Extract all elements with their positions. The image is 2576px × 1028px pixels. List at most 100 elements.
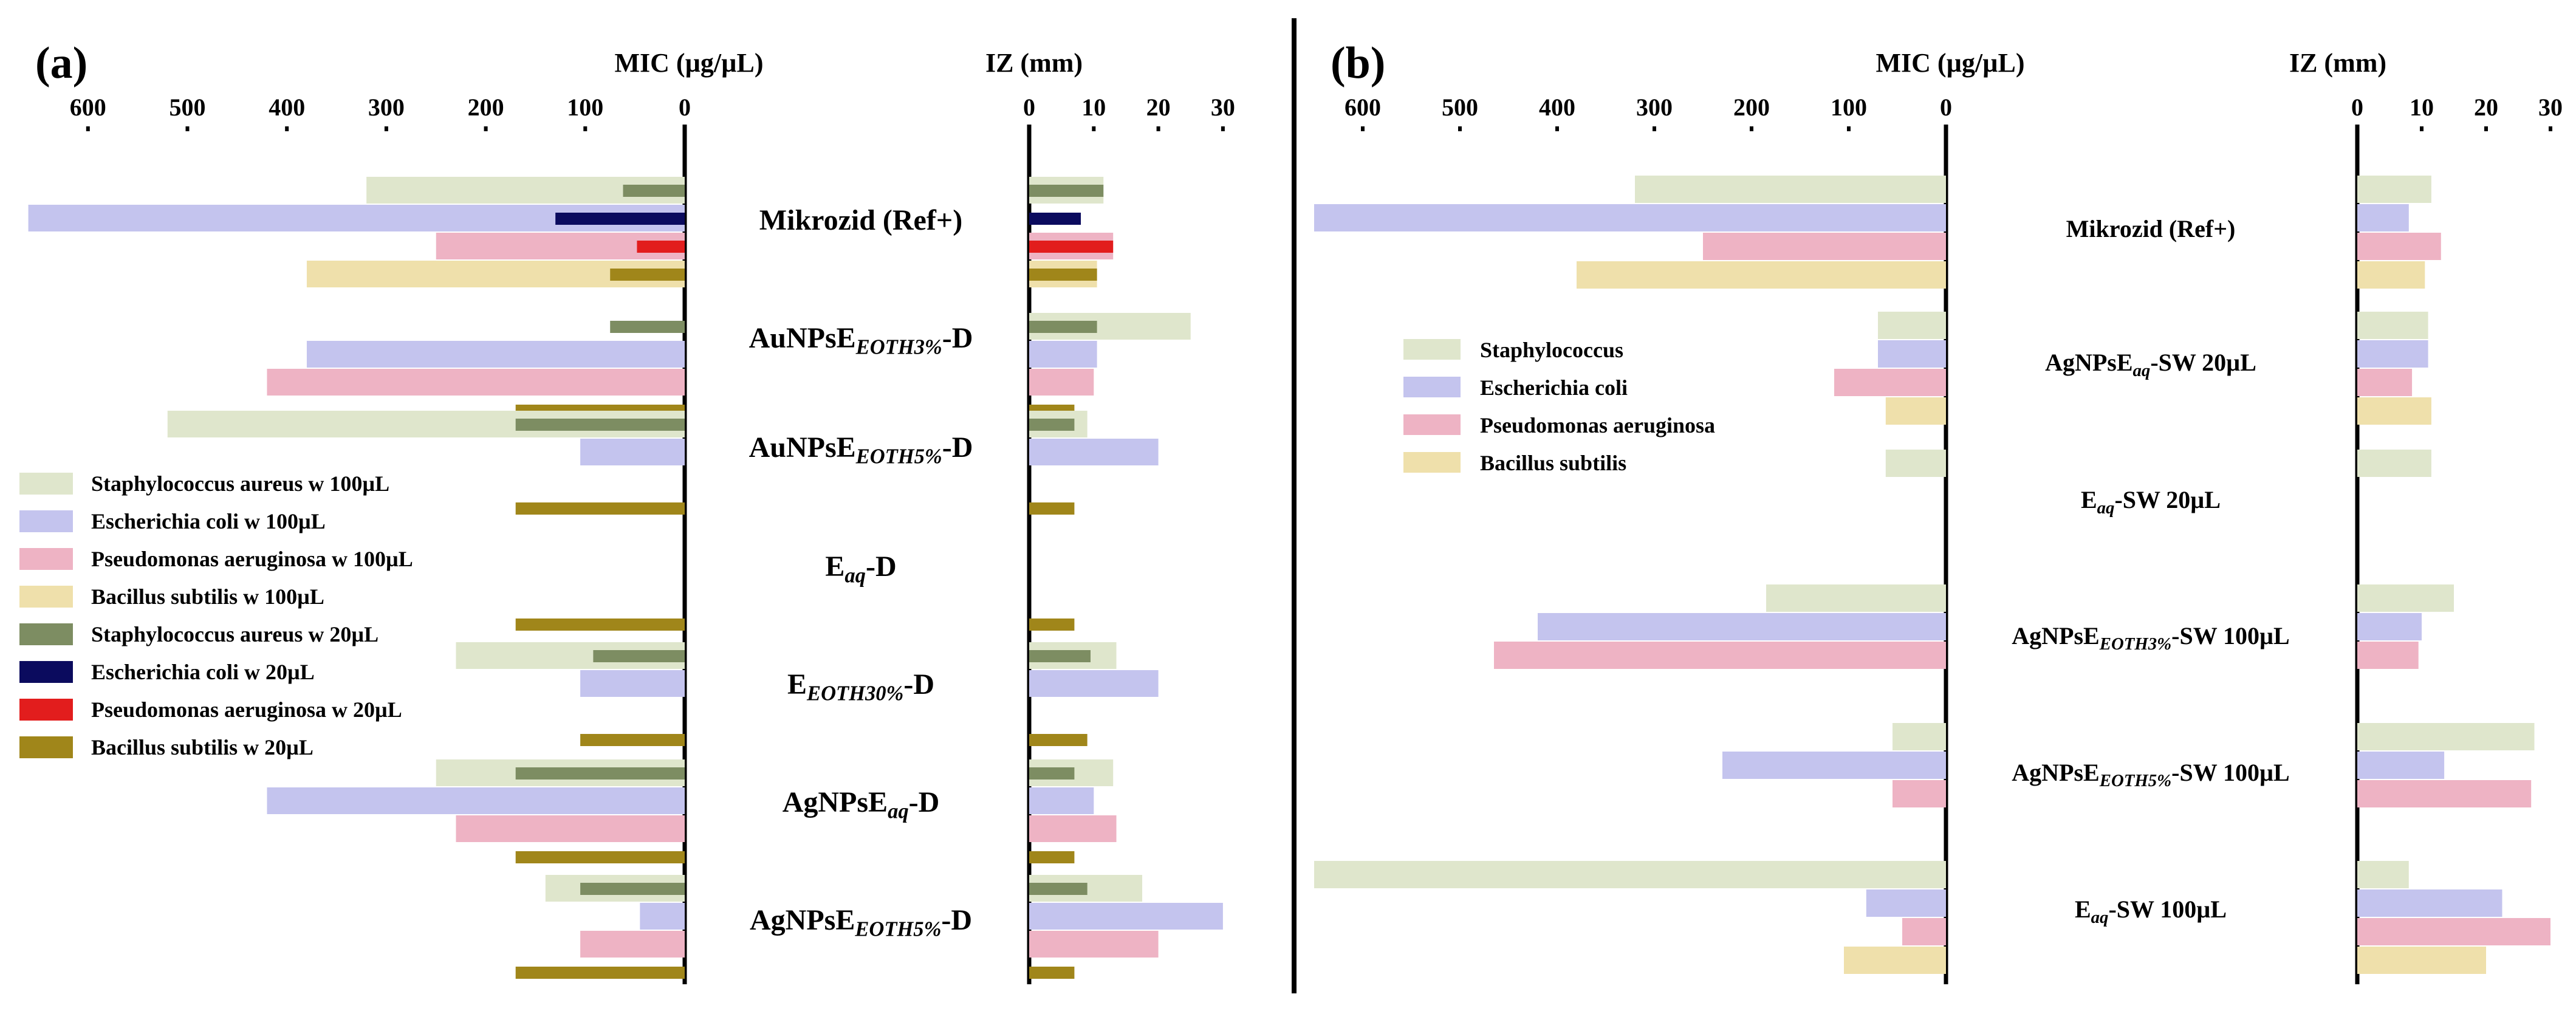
mic-bar-pseudomonas [1834,369,1946,396]
iz-bar-pseudomonas-20ul [1029,241,1114,253]
iz-bar-pseudomonas [2357,369,2413,396]
iz-bar-pseudomonas [2357,642,2419,669]
mic-bar-ecoli-100ul [640,903,685,930]
legend-label: Pseudomonas aeruginosa w 100µL [91,547,413,571]
mic-bar-staphylococcus-20ul [610,321,685,333]
mic-bar-pseudomonas-20ul [637,241,685,253]
mic-bar-ecoli [1314,204,1946,231]
panel-a-iz-axis: 0 10 20 30 [1023,94,1235,984]
mic-tick-mark [583,126,587,131]
iz-bar-ecoli [2357,613,2422,640]
mic-bar-ecoli-100ul [580,670,685,697]
mic-bar-bacillus [1577,261,1946,289]
legend-swatch [19,510,73,532]
mic-tick-mark [1750,126,1753,131]
panel-b-legend: Staphylococcus Escherichia coli Pseudomona… [1403,338,1715,475]
mic-tick-label: 500 [1442,94,1478,121]
iz-bar-pseudomonas-100ul [1029,815,1117,842]
mic-tick-label: 500 [170,94,206,121]
iz-bar-bacillus [2357,261,2425,289]
mic-bar-ecoli [1866,889,1946,917]
iz-bar-staphylococcus [2357,861,2409,888]
mic-bar-staphylococcus-20ul [515,419,685,431]
mic-bar-staphylococcus-20ul [593,650,685,662]
iz-bar-staphylococcus-20ul [1029,650,1091,662]
iz-tick-mark [2420,126,2424,131]
panel-a-mic-title: MIC (µg/µL) [614,48,763,78]
iz-bar-ecoli [2357,204,2409,231]
iz-tick-label: 30 [1211,94,1235,121]
iz-bar-staphylococcus-20ul [1029,883,1088,895]
category-label: Eaq-SW 100µL [2075,896,2227,927]
mic-bar-pseudomonas [1893,780,1946,807]
iz-bar-ecoli-100ul [1029,439,1159,465]
mic-tick-mark [1555,126,1559,131]
mic-tick-label: 400 [1539,94,1575,121]
legend-label: Escherichia coli w 100µL [91,509,326,533]
mic-tick-label: 600 [70,94,106,121]
iz-tick-label: 10 [2410,94,2434,121]
mic-tick-label: 200 [468,94,504,121]
mic-bar-staphylococcus-20ul [515,767,685,780]
iz-bar-staphylococcus [2357,450,2431,477]
mic-tick-mark [1361,126,1365,131]
legend-label: Pseudomonas aeruginosa [1480,413,1715,437]
mic-bar-ecoli [1722,752,1946,779]
iz-bar-pseudomonas-100ul [1029,369,1094,396]
iz-bar-bacillus-20ul [1029,502,1075,515]
mic-bar-bacillus [1885,397,1946,425]
iz-bar-ecoli-100ul [1029,341,1097,368]
legend-swatch [19,699,73,721]
category-label: AuNPsEEOTH5%-D [749,431,973,468]
legend-label: Escherichia coli w 20µL [91,660,315,684]
mic-tick-label: 100 [567,94,603,121]
iz-bar-pseudomonas-100ul [1029,931,1159,958]
legend-swatch [1403,339,1461,360]
iz-tick-mark [1092,126,1096,131]
mic-bar-staphylococcus-20ul [580,883,685,895]
mic-tick-label: 200 [1733,94,1770,121]
panel-b-mic-title: MIC (µg/µL) [1875,48,2024,78]
legend-swatch [19,661,73,683]
legend-swatch [1403,414,1461,435]
panel-b-iz-title: IZ (mm) [2289,48,2386,78]
legend-swatch [19,548,73,570]
legend-label: Bacillus subtilis [1480,451,1626,475]
legend-swatch [19,623,73,645]
iz-bar-pseudomonas [2357,233,2441,260]
mic-tick-mark [1653,126,1656,131]
iz-bar-ecoli-100ul [1029,903,1223,930]
mic-tick-mark [285,126,289,131]
panel-a-bars [28,177,1223,979]
mic-tick-mark [185,126,190,131]
mic-tick-label: 300 [1636,94,1673,121]
iz-bar-staphylococcus-20ul [1029,321,1097,333]
legend-label: Escherichia coli [1480,375,1628,400]
mic-bar-bacillus-20ul [580,734,685,746]
mic-tick-mark [484,126,488,131]
mic-tick-label: 100 [1831,94,1867,121]
iz-bar-pseudomonas [2357,780,2532,807]
panel-a-legend: Staphylococcus aureus w 100µL Escherichia… [19,471,413,759]
iz-bar-staphylococcus [2357,312,2428,339]
mic-bar-staphylococcus-20ul [623,185,685,197]
mic-bar-staphylococcus [1766,584,1946,612]
panel-a-label: (a) [35,38,87,88]
category-label: Mikrozid (Ref+) [759,204,962,236]
category-label: AgNPsEaq-SW 20µL [2045,349,2256,380]
iz-tick-label: 10 [1081,94,1106,121]
iz-bar-ecoli [2357,889,2502,917]
legend-swatch [1403,377,1461,397]
legend-swatch [19,473,73,495]
iz-bar-staphylococcus-20ul [1029,419,1075,431]
panel-b-category-labels: Mikrozid (Ref+) AgNPsEaq-SW 20µL Eaq-SW 20… [2012,215,2289,927]
iz-tick-label: 0 [1023,94,1035,121]
category-label: AgNPsEEOTH5%-D [750,904,972,941]
mic-tick-label: 300 [368,94,405,121]
mic-tick-label: 400 [269,94,305,121]
mic-bar-ecoli-100ul [580,439,685,465]
mic-bar-bacillus-20ul [515,502,685,515]
iz-tick-label: 0 [2351,94,2363,121]
legend-label: Staphylococcus [1480,338,1623,362]
